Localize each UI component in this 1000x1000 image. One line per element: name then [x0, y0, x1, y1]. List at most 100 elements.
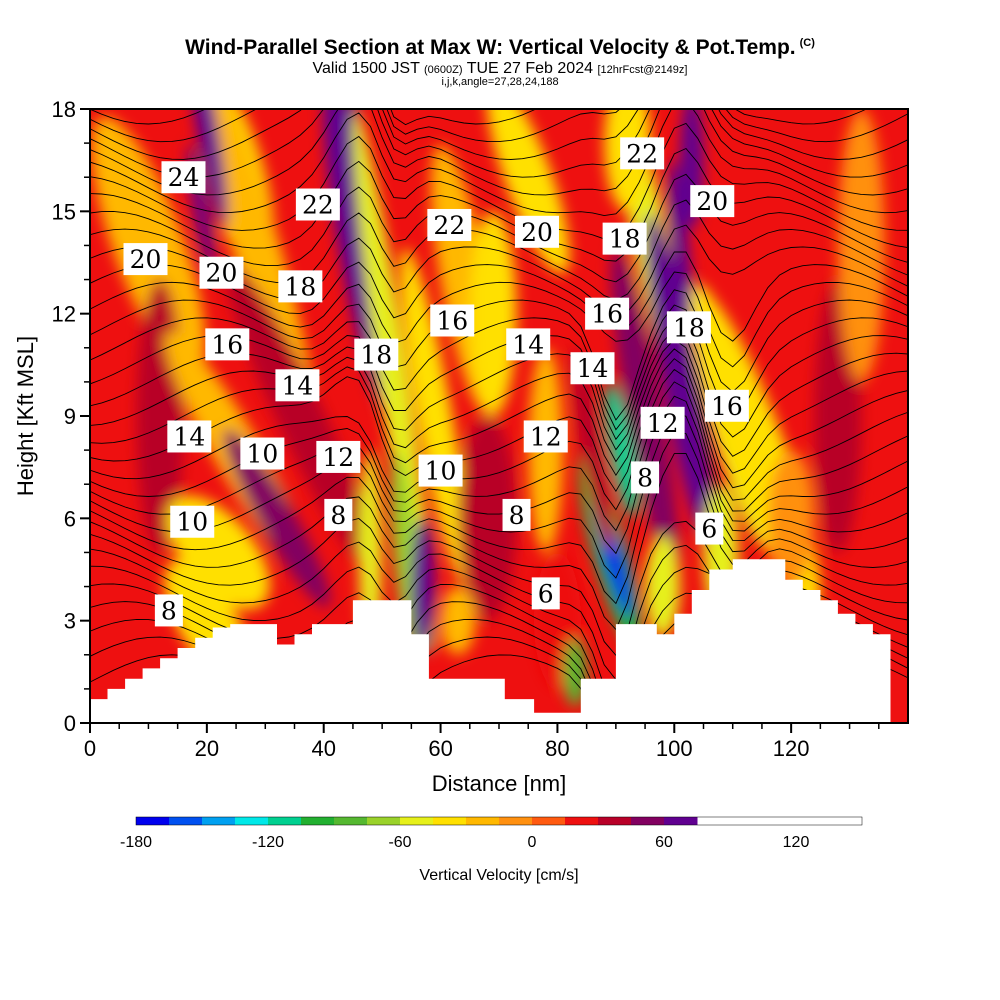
- x-axis-label: Distance [nm]: [432, 771, 567, 796]
- isentrope-label-box: [199, 256, 244, 289]
- isentrope-line: [90, 147, 908, 262]
- isentrope-line: [90, 289, 908, 421]
- velocity-cell: [411, 518, 435, 655]
- isentrope-label: 14: [275, 369, 320, 402]
- velocity-cell: [469, 211, 517, 416]
- velocity-cell: [605, 382, 639, 518]
- colorbar-swatch: [433, 817, 467, 825]
- isentrope-label: 10: [240, 437, 285, 470]
- isentrope-label-text: 10: [246, 440, 278, 469]
- isentrope-label: 20: [514, 215, 559, 248]
- colorbar-tick-label: 0: [528, 834, 537, 851]
- isentrope-label: 22: [427, 208, 472, 241]
- y-tick-label: 0: [64, 711, 76, 736]
- isentrope-label-box: [354, 338, 399, 371]
- isentrope-label-text: 16: [591, 300, 623, 329]
- velocity-cell: [400, 248, 470, 584]
- isentrope-label: 18: [354, 338, 399, 371]
- velocity-cell: [645, 535, 681, 638]
- isentrope-label-text: 22: [302, 191, 334, 220]
- velocity-cell: [223, 429, 331, 608]
- isentrope-label-text: 14: [173, 422, 205, 451]
- isentrope-label-box: [427, 208, 472, 241]
- isentrope-label: 8: [324, 498, 353, 531]
- isentrope-label-box: [523, 420, 568, 453]
- y-tick-label: 6: [64, 506, 76, 531]
- colorbar-swatch: [136, 817, 170, 825]
- isentrope-label: 8: [502, 498, 531, 531]
- isentrope-line: [90, 109, 868, 126]
- isentrope-line: [90, 271, 908, 368]
- isentrope-label-text: 20: [206, 259, 238, 288]
- colorbar-swatch: [664, 817, 698, 825]
- colorbar-swatch: [598, 817, 632, 825]
- isentrope-label-text: 20: [521, 218, 553, 247]
- isentrope-label-text: 20: [130, 245, 162, 274]
- isentrope-label-text: 22: [626, 139, 658, 168]
- isentrope-label-text: 20: [696, 187, 728, 216]
- isentrope-label: 16: [205, 328, 250, 361]
- isentrope-label: 16: [585, 297, 630, 330]
- y-tick-label: 3: [64, 609, 76, 634]
- isentrope-line: [90, 304, 908, 431]
- isentrope-label: 12: [316, 440, 361, 473]
- x-tick-label: 20: [195, 736, 219, 761]
- isentrope-labels: 24 20 20 22 18 16 14 14 10 12 8 10 8 18 22 16 20 14 10 12 8 6…: [123, 137, 749, 627]
- colorbar-tick-label: -120: [252, 834, 284, 851]
- isentrope-line: [90, 368, 908, 512]
- isentrope-label: 16: [430, 304, 475, 337]
- isentrope-line: [90, 348, 908, 489]
- isentrope-label-text: 8: [637, 463, 653, 492]
- isentrope-label-text: 12: [322, 443, 354, 472]
- chart-title: Wind-Parallel Section at Max W: Vertical…: [0, 36, 1000, 60]
- isentrope-label-box: [240, 437, 285, 470]
- isentrope-label-text: 8: [330, 501, 346, 530]
- colorbar-swatch: [400, 817, 434, 825]
- isentrope-line: [90, 358, 908, 501]
- isentrope-label: 18: [278, 270, 323, 303]
- colorbar-frame: [135, 816, 863, 826]
- isentrope-label-box: [570, 352, 615, 385]
- isentrope-label: 8: [631, 461, 660, 494]
- chart-subtitle: Valid 1500 JST (0600Z) TUE 27 Feb 2024 […: [0, 60, 1000, 78]
- isentrope-label-box: [585, 297, 630, 330]
- isentrope-label-text: 12: [530, 422, 562, 451]
- x-tick-label: 120: [773, 736, 810, 761]
- isentrope-line: [90, 109, 908, 217]
- isentrope-label: 14: [570, 352, 615, 385]
- isentrope-label: 20: [199, 256, 244, 289]
- isentrope-line: [90, 109, 908, 143]
- x-tick-label: 60: [428, 736, 452, 761]
- isentrope-label-box: [275, 369, 320, 402]
- y-tick-label: 12: [52, 302, 76, 327]
- colorbar-label: Vertical Velocity [cm/s]: [419, 867, 578, 884]
- colorbar-swatch: [466, 817, 500, 825]
- isentrope-label-text: 22: [433, 211, 465, 240]
- isentrope-label-box: [502, 498, 531, 531]
- colorbar-swatch: [268, 817, 302, 825]
- isentrope-label-text: 16: [711, 392, 743, 421]
- isentrope-label-text: 18: [673, 313, 705, 342]
- isentrope-label-text: 12: [647, 409, 679, 438]
- copyright-mark: (C): [799, 37, 815, 49]
- isentrope-label-text: 6: [538, 579, 554, 608]
- colorbar-swatch: [235, 817, 269, 825]
- isentrope-label: 6: [695, 512, 724, 545]
- colorbar-swatch: [367, 817, 401, 825]
- isentrope-label: 18: [666, 311, 711, 344]
- isentrope-line: [90, 109, 908, 160]
- isentrope-label-text: 6: [701, 515, 717, 544]
- isentrope-label-text: 8: [509, 501, 525, 530]
- isentrope-label: 18: [602, 222, 647, 255]
- isentrope-label-box: [170, 505, 215, 538]
- isentrope-label-text: 18: [284, 272, 316, 301]
- colorbar-tick-label: -60: [388, 834, 411, 851]
- isentrope-label: 20: [123, 243, 168, 276]
- isentrope-label-text: 16: [436, 306, 468, 335]
- isentrope-line: [90, 518, 908, 657]
- colorbar-tick-label: -180: [120, 834, 152, 851]
- isentrope-label: 14: [167, 420, 212, 453]
- y-tick-label: 9: [64, 404, 76, 429]
- isentrope-label-box: [695, 512, 724, 545]
- isentrope-label-box: [324, 498, 353, 531]
